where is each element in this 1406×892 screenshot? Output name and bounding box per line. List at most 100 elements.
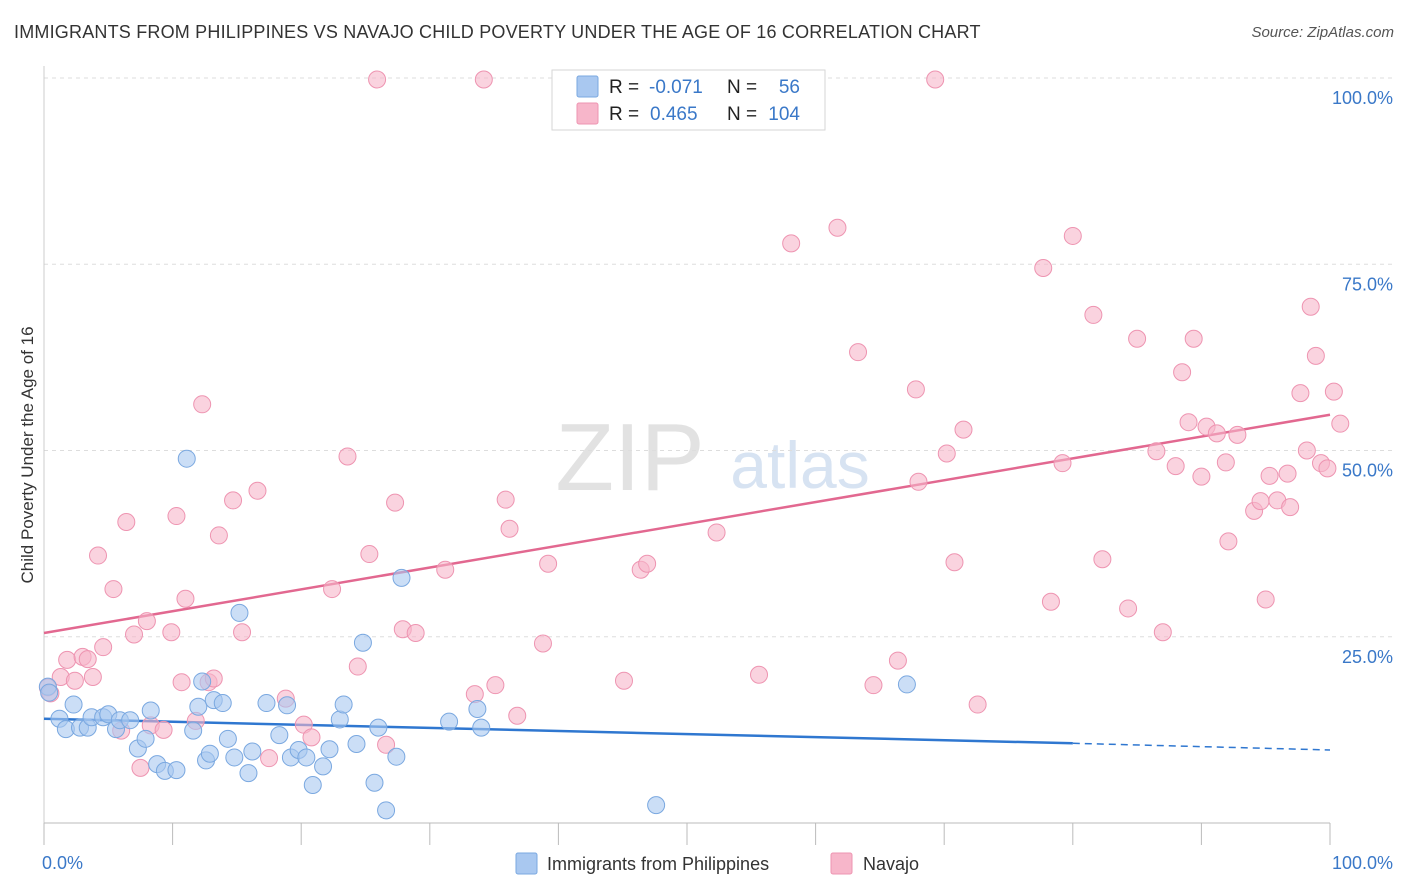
point-navajo	[1084, 305, 1103, 324]
point-navajo	[1192, 467, 1211, 486]
series-legend: Immigrants from Philippines Navajo	[515, 852, 919, 875]
point-navajo	[1260, 466, 1279, 485]
point-philippines	[64, 695, 83, 714]
point-navajo	[500, 519, 519, 538]
point-navajo	[65, 671, 84, 690]
bottom-legend-swatch-pink	[830, 852, 853, 875]
point-philippines	[218, 729, 237, 748]
point-navajo	[224, 491, 243, 510]
point-philippines	[243, 742, 262, 761]
point-navajo	[323, 580, 342, 599]
point-navajo	[125, 625, 144, 644]
point-philippines	[141, 701, 160, 720]
point-navajo	[406, 624, 425, 643]
point-philippines	[392, 568, 411, 587]
point-navajo	[104, 580, 123, 599]
point-philippines	[314, 757, 333, 776]
point-navajo	[1318, 459, 1337, 478]
point-philippines	[40, 683, 59, 702]
bottom-legend-label-blue: Immigrants from Philippines	[547, 854, 769, 874]
point-navajo	[94, 638, 113, 657]
x-tick-label-end: 100.0%	[1332, 853, 1393, 873]
y-axis-label: Child Poverty Under the Age of 16	[18, 326, 37, 583]
point-navajo	[233, 623, 252, 642]
bottom-legend-swatch-blue	[515, 852, 538, 875]
watermark-zip: ZIP	[555, 404, 704, 511]
point-navajo	[1216, 453, 1235, 472]
point-philippines	[136, 729, 155, 748]
point-navajo	[1063, 226, 1082, 245]
point-navajo	[465, 685, 484, 704]
point-philippines	[647, 796, 666, 815]
point-navajo	[58, 650, 77, 669]
legend-r-label-blue: R =	[609, 77, 639, 98]
trend-line-philippines-dashed	[1072, 742, 1331, 751]
point-navajo	[1301, 297, 1320, 316]
point-navajo	[89, 546, 108, 565]
point-philippines	[468, 700, 487, 719]
point-navajo	[1219, 532, 1238, 551]
point-navajo	[968, 695, 987, 714]
point-philippines	[270, 726, 289, 745]
point-navajo	[539, 554, 558, 573]
bottom-legend-label-pink: Navajo	[863, 854, 919, 874]
point-philippines	[334, 695, 353, 714]
point-philippines	[278, 696, 297, 715]
point-philippines	[167, 761, 186, 780]
point-navajo	[1128, 329, 1147, 348]
point-navajo	[131, 758, 150, 777]
point-philippines	[193, 672, 212, 691]
point-philippines	[189, 697, 208, 716]
point-navajo	[302, 728, 321, 747]
point-navajo	[1173, 363, 1192, 382]
point-philippines	[184, 721, 203, 740]
watermark-atlas: atlas	[730, 428, 869, 502]
point-navajo	[750, 665, 769, 684]
point-navajo	[377, 735, 396, 754]
point-navajo	[937, 444, 956, 463]
legend-swatch-pink	[576, 102, 599, 125]
point-navajo	[162, 623, 181, 642]
point-philippines	[365, 773, 384, 792]
legend-n-value-blue: 56	[779, 77, 800, 98]
point-navajo	[1297, 441, 1316, 460]
chart-title: IMMIGRANTS FROM PHILIPPINES VS NAVAJO CH…	[14, 22, 981, 42]
point-navajo	[1184, 329, 1203, 348]
point-navajo	[782, 234, 801, 253]
point-navajo	[945, 553, 964, 572]
point-navajo	[338, 447, 357, 466]
point-philippines	[200, 744, 219, 763]
y-tick-label: 75.0%	[1342, 274, 1393, 294]
point-philippines	[297, 748, 316, 767]
point-navajo	[954, 420, 973, 439]
point-navajo	[117, 513, 136, 532]
point-philippines	[177, 449, 196, 468]
point-navajo	[1281, 498, 1300, 517]
point-navajo	[1153, 623, 1172, 642]
point-navajo	[360, 545, 379, 564]
point-navajo	[1207, 424, 1226, 443]
point-navajo	[1041, 592, 1060, 611]
point-navajo	[137, 612, 156, 631]
legend-r-value-pink: 0.465	[650, 104, 698, 125]
point-philippines	[213, 694, 232, 713]
point-navajo	[78, 650, 97, 669]
point-navajo	[533, 634, 552, 653]
point-philippines	[303, 776, 322, 795]
point-philippines	[225, 748, 244, 767]
trend-line-philippines	[43, 717, 1073, 745]
grid	[44, 77, 1394, 638]
y-tick-label: 100.0%	[1332, 88, 1393, 108]
point-philippines	[121, 711, 140, 730]
point-navajo	[828, 218, 847, 237]
point-navajo	[849, 343, 868, 362]
point-navajo	[1331, 414, 1350, 433]
point-navajo	[486, 676, 505, 695]
point-navajo	[83, 667, 102, 686]
trend-lines	[43, 413, 1331, 751]
point-navajo	[888, 651, 907, 670]
point-navajo	[1119, 599, 1138, 618]
legend-n-value-pink: 104	[768, 104, 800, 125]
point-navajo	[1034, 258, 1053, 277]
